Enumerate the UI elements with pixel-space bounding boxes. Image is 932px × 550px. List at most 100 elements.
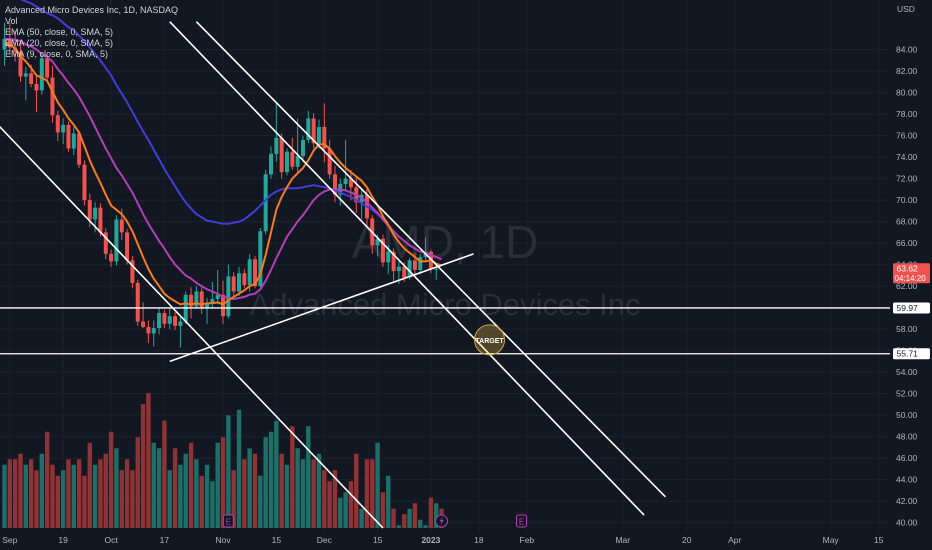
volume-bar — [428, 497, 434, 528]
time-tick-label: 18 — [474, 535, 484, 545]
ema50-line — [20, 0, 389, 225]
time-tick-label: Oct — [104, 535, 118, 545]
candle-body — [55, 115, 60, 133]
volume-bar — [306, 426, 311, 528]
volume-bar — [284, 464, 290, 528]
candle-body — [418, 257, 423, 270]
time-axis[interactable]: Sep 19 Oct 17 Nov 15 Dec 15 2023 18 Feb Mar 20 Apr May… — [0, 532, 932, 550]
time-tick-label: 20 — [682, 535, 692, 545]
price-axis[interactable]: USD 84.00 82.00 80.00 78.00 76.00 74.00 72.00 70… — [890, 0, 932, 550]
price-label-box[interactable] — [893, 263, 930, 284]
candle-body — [82, 164, 87, 201]
candle-body — [157, 313, 162, 329]
candle-body — [199, 291, 204, 308]
volume-bar — [316, 453, 322, 528]
watermark-ticker: AMD, 1D — [352, 216, 539, 268]
indicator-ema50[interactable]: EMA (50, close, 0, SMA, 5) — [5, 27, 114, 37]
price-tick-label: 62.00 — [896, 281, 918, 291]
watermark: AMD, 1D Advanced Micro Devices Inc — [249, 216, 640, 322]
volume-bar — [140, 404, 146, 528]
volume-bar — [172, 448, 178, 528]
candle-body — [173, 316, 178, 326]
volume-bar — [274, 420, 279, 528]
candle-body — [221, 294, 226, 317]
price-label-box[interactable] — [893, 302, 930, 314]
volume-bar — [210, 481, 215, 528]
price-label-value: 55.71 — [897, 349, 919, 359]
volume-bar — [2, 464, 7, 528]
chart-legend: Advanced Micro Devices Inc, 1D, NASDAQ V… — [5, 5, 178, 60]
volume-bar — [279, 453, 284, 528]
currency-label: USD — [897, 4, 915, 14]
candle-body — [215, 294, 220, 300]
candle-body — [114, 219, 119, 262]
candle-body — [380, 238, 385, 263]
candle-body — [39, 58, 44, 91]
price-label-box[interactable] — [893, 348, 930, 360]
target-label: TARGET — [475, 338, 504, 345]
price-tick-label: 70.00 — [896, 195, 918, 205]
price-tick-label: 46.00 — [896, 453, 918, 463]
candle-body — [284, 151, 289, 173]
volume-bar — [252, 453, 258, 528]
volume-bar — [34, 470, 39, 528]
ema20-line — [4, 37, 442, 300]
target-circle[interactable] — [474, 324, 506, 356]
volume-bar — [44, 431, 50, 528]
candle-body — [237, 273, 242, 292]
candle-body — [119, 219, 124, 233]
volume-bar — [423, 525, 428, 528]
candle-body — [348, 178, 353, 188]
volume-bar — [226, 415, 231, 528]
volume-bar — [359, 508, 364, 528]
candle-body — [189, 294, 194, 307]
candle-body — [311, 118, 316, 144]
candle-body — [98, 207, 103, 233]
price-label-value: 59.97 — [897, 303, 919, 313]
candle-body — [391, 251, 396, 272]
earnings-badge[interactable] — [222, 514, 234, 528]
trend-line[interactable] — [0, 121, 384, 529]
indicator-ema9[interactable]: EMA (9, close, 0, SMA, 5) — [5, 49, 109, 59]
trend-line[interactable] — [169, 21, 645, 516]
candle-body — [269, 153, 273, 175]
candle-body — [167, 316, 172, 324]
watermark-company: Advanced Micro Devices Inc — [249, 287, 640, 322]
volume-bar — [263, 437, 268, 528]
candle-body — [162, 313, 167, 324]
time-tick-label: 19 — [58, 535, 68, 545]
candle-body — [396, 266, 401, 272]
price-tick-label: 42.00 — [896, 496, 918, 506]
volume-bar — [98, 459, 103, 528]
price-tick-label: 58.00 — [896, 324, 918, 334]
volume-bar — [119, 470, 124, 528]
time-tick-label: 15 — [874, 535, 884, 545]
candle-body — [306, 118, 311, 140]
candle-body — [141, 321, 146, 327]
candle-body — [135, 282, 140, 322]
indicator-vol[interactable]: Vol — [5, 16, 18, 26]
volume-bar — [348, 481, 354, 528]
time-tick-label: Sep — [2, 535, 17, 545]
volume-bar — [39, 453, 45, 528]
volume-bar — [92, 464, 98, 528]
candle-body — [316, 127, 321, 144]
indicator-ema20[interactable]: EMA (20, close, 0, SMA, 5) — [5, 38, 114, 48]
symbol-title[interactable]: Advanced Micro Devices Inc, 1D, NASDAQ — [5, 5, 179, 15]
price-label-value: 63.62 — [897, 264, 919, 274]
volume-bar — [199, 475, 204, 528]
trend-line[interactable] — [195, 21, 666, 498]
volume-bar — [7, 459, 13, 528]
time-tick-label: Nov — [215, 535, 231, 545]
candles — [2, 22, 439, 348]
candle-body — [263, 174, 268, 232]
volume-bar — [151, 442, 156, 528]
trend-line[interactable] — [169, 253, 474, 363]
candle-body — [375, 238, 380, 246]
earnings-badge[interactable] — [516, 514, 528, 528]
volume-bar — [215, 442, 220, 528]
volume-bar — [55, 475, 60, 528]
volume-bar — [194, 459, 199, 528]
drawings[interactable]: TARGET — [0, 21, 890, 529]
